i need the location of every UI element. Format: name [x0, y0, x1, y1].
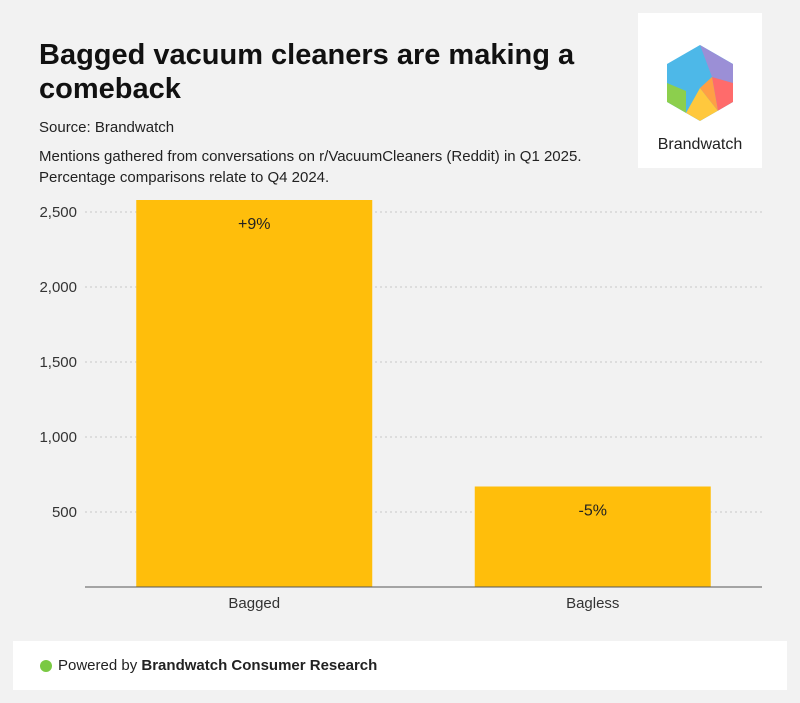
- brandwatch-hexagon-icon: [667, 45, 733, 121]
- y-tick-label: 2,500: [39, 204, 77, 221]
- bar-chart: 500 1,000 1,500 2,000 2,500 +9% Bagged -5% Bagle…: [39, 200, 762, 612]
- x-tick-label: Bagged: [228, 595, 280, 612]
- chart-description: Mentions gathered from conversations on …: [39, 148, 582, 186]
- y-tick-label: 1,500: [39, 354, 77, 371]
- footer-prefix: Powered by: [58, 657, 142, 674]
- y-tick-label: 1,000: [39, 429, 77, 446]
- data-label: -5%: [579, 503, 607, 520]
- footer-text: Powered by Brandwatch Consumer Research: [58, 657, 377, 674]
- chart-title: Bagged vacuum cleaners are making a come…: [39, 39, 575, 105]
- footer-bar: Powered by Brandwatch Consumer Research: [13, 641, 787, 690]
- bar: [474, 486, 711, 587]
- x-tick-label: Bagless: [566, 595, 619, 612]
- y-tick-label: 500: [52, 504, 77, 521]
- data-label: +9%: [238, 216, 270, 233]
- y-tick-label: 2,000: [39, 279, 77, 296]
- source-note: Source: Brandwatch: [39, 119, 175, 136]
- bar: [136, 200, 373, 587]
- footer-brand: Brandwatch Consumer Research: [141, 657, 378, 674]
- brand-logo-card: Brandwatch: [638, 13, 762, 168]
- status-dot-icon: [40, 660, 52, 672]
- brand-logo-text: Brandwatch: [657, 136, 743, 153]
